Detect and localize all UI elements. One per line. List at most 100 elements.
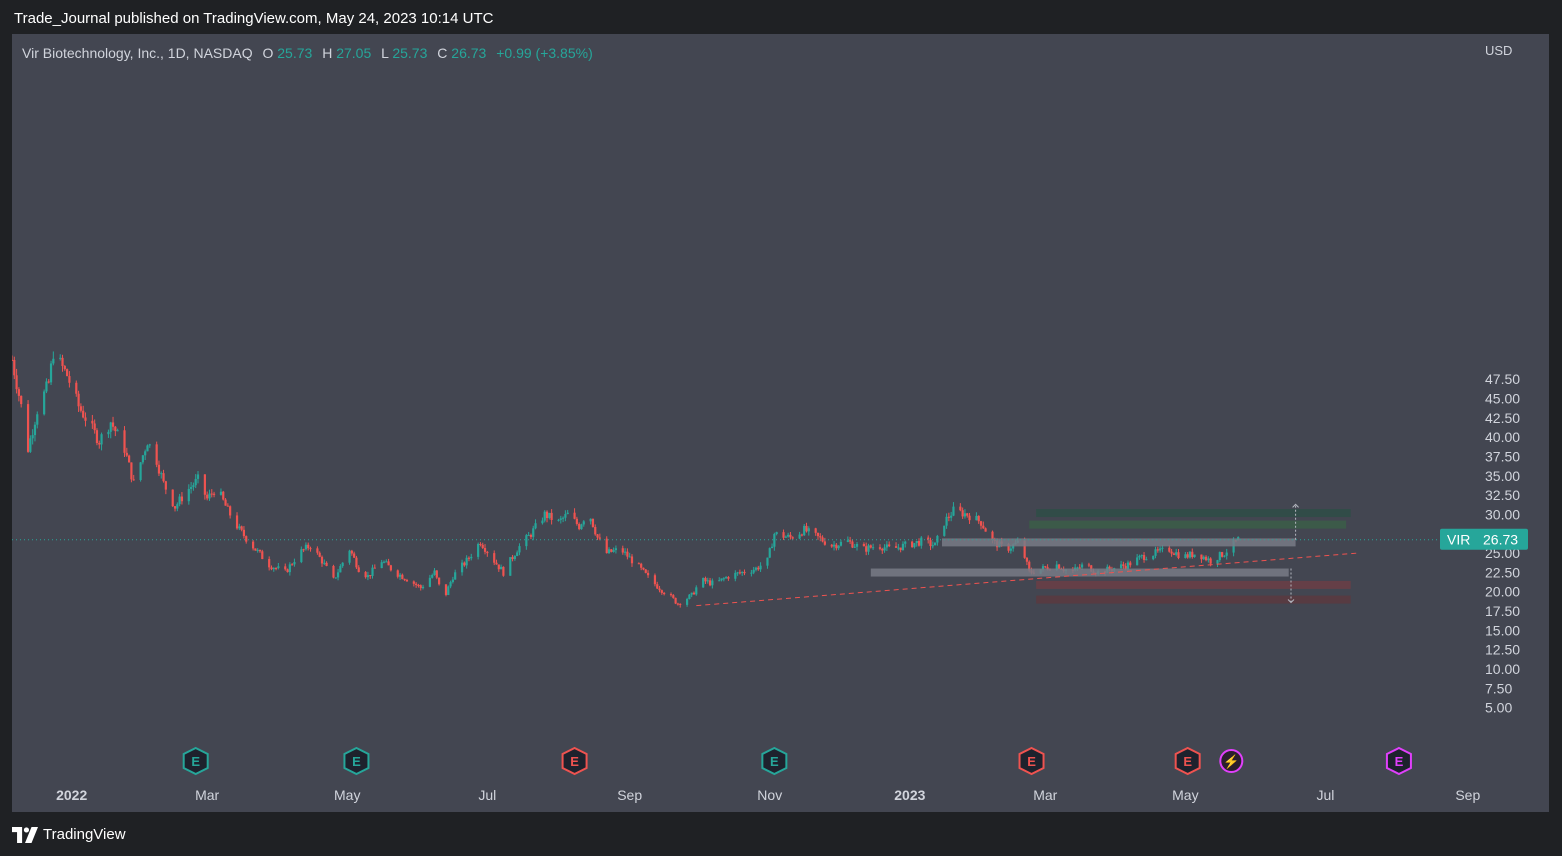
candle-body bbox=[63, 366, 66, 370]
candle-body bbox=[1172, 553, 1175, 555]
candle-body bbox=[750, 572, 753, 574]
candle-body bbox=[428, 577, 432, 587]
candle-body bbox=[1126, 562, 1130, 569]
last-price-tag-bg bbox=[1440, 528, 1528, 550]
candle-body bbox=[787, 534, 790, 537]
price-chart[interactable]: USD 47.50 45.00 42.50 40.00 37.50 35.00 32.50 3… bbox=[12, 34, 1549, 812]
chart-area[interactable]: USD 47.50 45.00 42.50 40.00 37.50 35.00 32.50 3… bbox=[12, 34, 1549, 812]
earnings-layer[interactable]: E E E E E E ⚡ E bbox=[182, 746, 1412, 776]
candle-body bbox=[782, 532, 785, 538]
candle-body bbox=[463, 562, 466, 566]
candle-body bbox=[982, 525, 985, 529]
publisher-bar: Trade_Journal published on TradingView.c… bbox=[0, 0, 1562, 34]
earnings-badge-label: E bbox=[1395, 754, 1404, 769]
candle-body bbox=[672, 595, 675, 598]
candle-body bbox=[644, 569, 647, 573]
candle-body bbox=[431, 574, 434, 578]
publisher-line: Trade_Journal published on TradingView.c… bbox=[14, 10, 494, 27]
candle-body bbox=[277, 566, 280, 569]
candle-body bbox=[194, 478, 197, 486]
candle-body bbox=[518, 546, 521, 553]
candle-body bbox=[52, 358, 55, 364]
earnings-badge-label: ⚡ bbox=[1223, 754, 1239, 770]
candle-body bbox=[353, 553, 356, 558]
candle-body bbox=[660, 590, 663, 593]
candle-body bbox=[805, 525, 808, 532]
candle-body bbox=[564, 514, 567, 518]
candle-body bbox=[219, 491, 223, 495]
earnings-badge[interactable]: E bbox=[761, 746, 788, 776]
candle-body bbox=[752, 569, 755, 573]
candle-body bbox=[706, 580, 709, 582]
candle-body bbox=[98, 443, 101, 445]
candle-body bbox=[550, 512, 553, 520]
candle-body bbox=[532, 528, 535, 537]
candle-body bbox=[610, 549, 613, 552]
candle-body bbox=[545, 511, 549, 519]
earnings-badge[interactable]: E bbox=[343, 746, 370, 776]
time-axis[interactable]: 2022 Mar May Jul Sep Nov 2023 Mar May Jul Sep bbox=[56, 787, 1480, 803]
candle-body bbox=[968, 515, 971, 521]
earnings-badge[interactable]: E bbox=[1174, 746, 1201, 776]
candle-body bbox=[272, 567, 275, 570]
candle-body bbox=[1044, 566, 1047, 568]
earnings-badge[interactable]: E bbox=[561, 746, 588, 776]
tradingview-brand: TradingView bbox=[43, 826, 126, 843]
candle-body bbox=[915, 540, 918, 544]
candle-body bbox=[240, 526, 243, 530]
candle-body bbox=[274, 567, 278, 569]
candle-body bbox=[646, 572, 650, 576]
candle-body bbox=[1078, 567, 1081, 569]
candle-body bbox=[208, 493, 211, 499]
candle-body bbox=[13, 359, 16, 376]
candle-body bbox=[100, 434, 103, 445]
candle-body bbox=[1055, 564, 1058, 571]
trendline bbox=[696, 552, 1358, 607]
earnings-icon bbox=[561, 746, 588, 776]
tradingview-logo[interactable]: TradingView bbox=[12, 826, 126, 843]
candle-body bbox=[396, 570, 399, 577]
earnings-icon bbox=[1174, 746, 1201, 776]
candle-body bbox=[894, 546, 898, 548]
price-tick-label: 17.50 bbox=[1485, 603, 1520, 619]
candle-body bbox=[548, 512, 551, 519]
candle-body bbox=[173, 506, 177, 509]
candle-body bbox=[513, 556, 516, 560]
price-tick-label: 32.50 bbox=[1485, 487, 1520, 503]
candle-body bbox=[642, 567, 645, 570]
price-axis[interactable]: USD 47.50 45.00 42.50 40.00 37.50 35.00 32.50 3… bbox=[1485, 43, 1520, 716]
candle-body bbox=[438, 577, 441, 585]
candle-body bbox=[256, 549, 259, 551]
candle-body bbox=[679, 603, 682, 605]
candle-body bbox=[162, 473, 165, 482]
candle-body bbox=[768, 548, 771, 558]
candle-body bbox=[178, 496, 181, 505]
candle-body bbox=[190, 487, 193, 489]
candle-body bbox=[405, 579, 409, 582]
candle-body bbox=[773, 534, 776, 547]
candle-body bbox=[382, 561, 386, 563]
earnings-badge[interactable]: E bbox=[1385, 746, 1412, 776]
candle-body bbox=[685, 599, 689, 605]
candle-body bbox=[832, 544, 836, 547]
candle-body bbox=[936, 535, 939, 543]
candle-body bbox=[1142, 555, 1146, 560]
candle-body bbox=[242, 529, 246, 537]
earnings-badge[interactable]: ⚡ bbox=[1219, 749, 1244, 773]
candle-body bbox=[658, 588, 661, 591]
candle-body bbox=[77, 393, 80, 407]
earnings-badge[interactable]: E bbox=[182, 746, 209, 776]
candle-body bbox=[144, 451, 147, 456]
candle-body bbox=[91, 420, 94, 424]
candle-body bbox=[318, 552, 321, 557]
candle-body bbox=[293, 562, 296, 565]
candle-body bbox=[867, 545, 870, 552]
earnings-badge[interactable]: E bbox=[1018, 746, 1045, 776]
candle-body bbox=[839, 541, 843, 546]
candle-body bbox=[132, 479, 135, 481]
price-zone bbox=[1029, 520, 1347, 529]
candle-body bbox=[888, 544, 891, 547]
candle-body bbox=[302, 549, 305, 551]
price-tick-label: 7.50 bbox=[1485, 680, 1512, 696]
last-price-value: 26.73 bbox=[1483, 532, 1518, 548]
